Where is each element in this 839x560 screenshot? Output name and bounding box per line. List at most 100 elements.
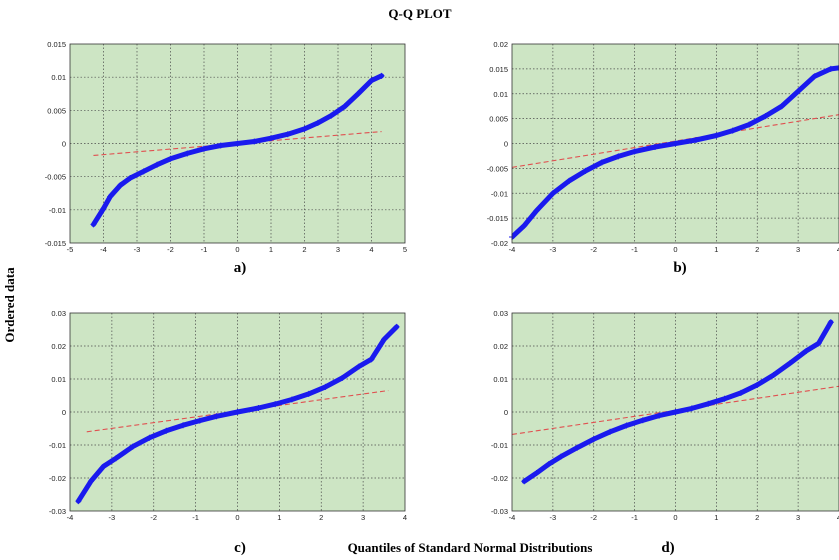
- qq-point: [692, 137, 699, 144]
- qq-point: [827, 319, 834, 326]
- y-tick-label: 0.005: [47, 106, 66, 115]
- qq-point: [251, 138, 258, 145]
- qq-point: [117, 182, 124, 189]
- qq-point: [521, 222, 528, 229]
- qq-point: [746, 121, 753, 128]
- qq-point: [652, 143, 659, 150]
- y-tick-label: -0.03: [491, 507, 508, 516]
- qq-point: [590, 436, 597, 443]
- qq-point: [582, 167, 589, 174]
- qq-point: [355, 363, 362, 370]
- y-tick-label: -0.015: [45, 239, 66, 248]
- y-tick-label: 0.01: [493, 90, 508, 99]
- panel-label: c): [234, 540, 246, 556]
- x-tick-label: -4: [509, 513, 516, 522]
- y-tick-label: 0.02: [51, 342, 66, 351]
- qq-point: [163, 427, 170, 434]
- plot-frame: [69, 312, 406, 512]
- reference-line: [512, 114, 839, 168]
- qq-point: [598, 159, 605, 166]
- qq-point: [533, 207, 540, 214]
- qq-point: [301, 125, 308, 132]
- y-tick-label: 0.02: [493, 40, 508, 49]
- qq-point: [322, 383, 329, 390]
- y-tick-label: -0.005: [487, 164, 508, 173]
- qq-point: [754, 381, 761, 388]
- qq-point: [737, 389, 744, 396]
- qq-point: [368, 356, 375, 363]
- x-tick-label: 3: [336, 245, 340, 254]
- x-tick-label: 1: [269, 245, 273, 254]
- y-axis-title: Ordered data: [2, 267, 17, 343]
- x-tick-label: -2: [150, 513, 157, 522]
- x-tick-label: -4: [67, 513, 74, 522]
- qq-point: [688, 405, 695, 412]
- qq-panel-1: -5 -4 -3 -2 -1 0 1 2 3 4 5 -0.015 -0.01 -0.005 0 0.005 0…: [45, 40, 407, 276]
- qq-point: [284, 131, 291, 138]
- qq-points-trace: [91, 73, 385, 227]
- x-tick-label: 0: [235, 245, 239, 254]
- x-tick-label: 1: [277, 513, 281, 522]
- qq-point: [815, 340, 822, 347]
- y-tick-label: -0.03: [49, 507, 66, 516]
- y-tick-label: 0.01: [493, 375, 508, 384]
- panel-label: b): [673, 260, 686, 276]
- qq-point: [607, 428, 614, 435]
- qq-point: [549, 190, 556, 197]
- figure-title: Q-Q PLOT: [388, 6, 452, 21]
- x-tick-label: -1: [631, 513, 638, 522]
- qq-panel-3: -4 -3 -2 -1 0 1 2 3 4 -0.03 -0.02 -0.01 0 0.01 0.02 0.0…: [49, 309, 407, 556]
- y-tick-label: 0.015: [47, 40, 66, 49]
- x-tick-label: 2: [302, 245, 306, 254]
- qq-point: [721, 395, 728, 402]
- y-tick-label: -0.02: [49, 474, 66, 483]
- x-tick-label: -5: [67, 245, 74, 254]
- qq-point: [154, 161, 161, 168]
- qq-point: [558, 453, 565, 460]
- qq-point: [180, 422, 187, 429]
- x-tick-label: -2: [167, 245, 174, 254]
- x-tick-label: -3: [550, 245, 557, 254]
- panels: -5 -4 -3 -2 -1 0 1 2 3 4 5 -0.015 -0.01 -0.005 0 0.005 0…: [45, 40, 839, 556]
- qq-point: [196, 417, 203, 424]
- x-tick-label: 5: [403, 245, 407, 254]
- qq-point: [615, 153, 622, 160]
- qq-point: [533, 470, 540, 477]
- qq-point: [341, 103, 348, 110]
- qq-point: [167, 155, 174, 162]
- qq-point: [574, 444, 581, 451]
- x-tick-label: 2: [755, 513, 759, 522]
- x-tick-label: 0: [673, 513, 677, 522]
- x-tick-label: 2: [755, 245, 759, 254]
- x-tick-label: -1: [201, 245, 208, 254]
- y-tick-label: 0.02: [493, 342, 508, 351]
- qq-point: [100, 205, 107, 212]
- y-tick-label: 0: [504, 408, 508, 417]
- y-tick-label: 0.03: [493, 309, 508, 318]
- qq-point: [272, 401, 279, 408]
- qq-point: [623, 422, 630, 429]
- y-tick-label: 0.03: [51, 309, 66, 318]
- qq-point: [107, 193, 114, 200]
- qq-point: [713, 132, 720, 139]
- qq-point: [811, 73, 818, 80]
- qq-point: [234, 140, 241, 147]
- qq-point: [566, 177, 573, 184]
- x-tick-label: 4: [837, 513, 839, 522]
- qq-point: [184, 150, 191, 157]
- y-tick-label: -0.01: [49, 441, 66, 450]
- qq-point: [836, 64, 839, 71]
- y-tick-label: -0.02: [491, 239, 508, 248]
- qq-point: [545, 461, 552, 468]
- qq-point: [201, 145, 207, 152]
- qq-point: [234, 409, 241, 415]
- x-tick-label: 4: [403, 513, 407, 522]
- y-tick-label: -0.01: [49, 206, 66, 215]
- qq-panel-4: -4 -3 -2 -1 0 1 2 3 4 -0.03 -0.02 -0.01 0 0.01 0.02 0.0…: [491, 309, 839, 556]
- qq-point: [521, 478, 528, 485]
- panel-label: a): [234, 260, 247, 276]
- qq-point: [378, 72, 385, 79]
- x-tick-label: 3: [796, 513, 800, 522]
- qq-point: [328, 112, 335, 119]
- qq-point: [268, 135, 274, 142]
